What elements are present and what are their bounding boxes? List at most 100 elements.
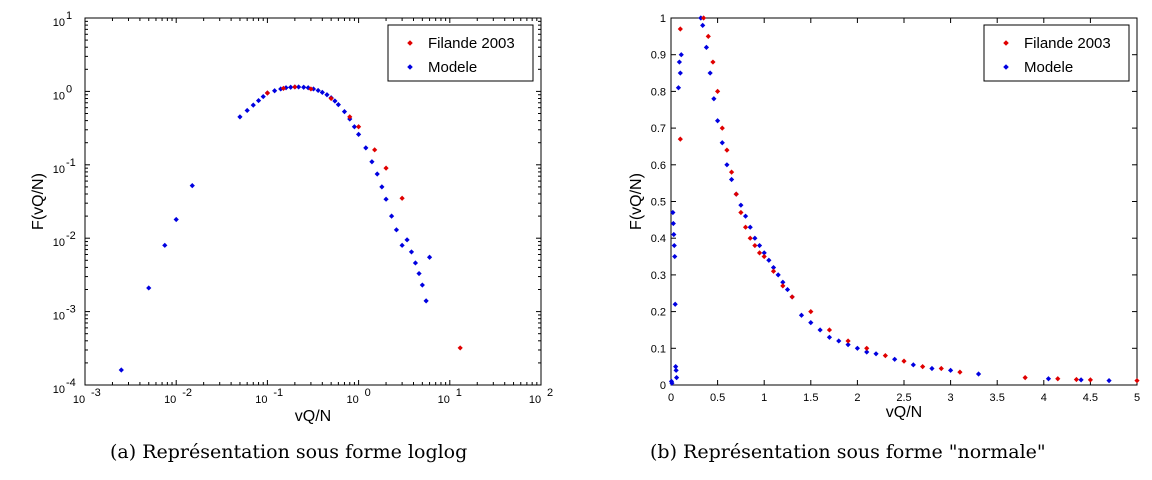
x-tick-label: 10	[438, 394, 450, 406]
point-filande	[308, 86, 314, 92]
x-tick-label: 10	[164, 394, 176, 406]
point-modele	[162, 242, 168, 248]
x-tick-label: 4.5	[1083, 392, 1098, 404]
legend-label: Filande 2003	[428, 35, 515, 52]
point-filande	[761, 253, 767, 260]
point-modele	[356, 131, 362, 137]
point-modele	[670, 220, 676, 227]
point-filande	[677, 136, 683, 142]
x-tick-label: 1.5	[803, 392, 818, 404]
point-modele	[1106, 377, 1112, 384]
point-filande	[780, 283, 786, 289]
point-modele	[173, 216, 179, 223]
point-modele	[975, 371, 982, 377]
point-filande	[770, 268, 777, 274]
point-filande	[280, 85, 287, 91]
point-filande	[715, 88, 721, 94]
y-tick-label: 0.9	[651, 50, 666, 62]
point-modele	[332, 98, 338, 104]
caption-b: (b) Représentation sous forme "normale"	[650, 441, 1046, 463]
point-filande	[677, 26, 683, 32]
point-filande	[826, 327, 833, 333]
point-filande	[1134, 377, 1140, 384]
y-tick-label: 10	[53, 17, 65, 29]
point-filande	[383, 165, 389, 171]
point-modele	[798, 312, 805, 318]
x-tick-label: 1	[761, 392, 767, 404]
point-modele	[399, 242, 405, 248]
point-filande	[808, 309, 814, 315]
point-filande	[1073, 376, 1080, 383]
point-modele	[808, 320, 814, 326]
point-modele	[728, 176, 735, 183]
y-tick-exponent: -2	[66, 230, 76, 242]
point-modele	[1045, 376, 1052, 382]
point-modele	[426, 254, 433, 260]
x-tick-label: 3	[948, 392, 954, 404]
x-tick-label: 10	[529, 394, 541, 406]
point-filande	[710, 59, 716, 65]
point-modele	[775, 272, 781, 278]
point-modele	[817, 327, 823, 333]
point-modele	[315, 87, 321, 94]
legend-box	[387, 24, 534, 82]
point-modele	[948, 367, 954, 373]
legend-label: Modele	[1024, 59, 1073, 76]
point-modele	[703, 44, 710, 50]
x-tick-label: 2.5	[896, 392, 911, 404]
point-modele	[766, 257, 772, 263]
point-modele	[393, 227, 400, 233]
point-modele	[672, 253, 678, 260]
point-modele	[412, 260, 419, 266]
point-filande	[901, 358, 907, 364]
point-modele	[845, 342, 851, 348]
x-tick-exponent: 0	[365, 387, 371, 399]
point-modele	[711, 96, 717, 102]
point-filande	[752, 242, 758, 249]
point-modele	[324, 92, 330, 98]
point-filande	[705, 33, 711, 39]
point-modele	[260, 93, 266, 100]
x-tick-label: 0	[668, 392, 674, 404]
point-modele	[910, 362, 916, 368]
legend-label: Filande 2003	[1024, 35, 1111, 52]
y-tick-exponent: -3	[66, 304, 76, 316]
x-tick-label: 3.5	[990, 392, 1005, 404]
y-tick-exponent: 1	[66, 10, 72, 22]
point-modele	[738, 202, 744, 208]
point-filande	[1055, 376, 1061, 382]
point-modele	[677, 70, 683, 76]
point-modele	[747, 224, 753, 230]
point-filande	[845, 338, 851, 344]
point-modele	[836, 338, 842, 344]
x-tick-label: 10	[73, 394, 85, 406]
point-filande	[938, 365, 944, 372]
y-tick-label: 1	[660, 13, 666, 25]
point-modele	[1078, 377, 1084, 383]
x-tick-label: 5	[1134, 392, 1140, 404]
point-modele	[416, 270, 422, 277]
point-modele	[854, 345, 860, 351]
point-modele	[784, 286, 791, 293]
y-tick-label: 10	[53, 237, 65, 249]
point-filande	[789, 294, 795, 300]
y-axis-label: F(vQ/N)	[628, 173, 645, 230]
x-tick-exponent: 1	[456, 387, 462, 399]
point-modele	[669, 380, 675, 386]
legend-box	[983, 24, 1130, 82]
point-modele	[379, 184, 385, 190]
point-filande	[738, 209, 744, 216]
point-modele	[892, 356, 898, 362]
y-tick-label: 0.8	[651, 86, 666, 98]
point-filande	[882, 353, 888, 359]
y-tick-exponent: -4	[66, 377, 76, 389]
point-modele	[673, 375, 680, 381]
y-tick-exponent: -1	[66, 157, 76, 169]
point-modele	[146, 285, 152, 291]
point-modele	[118, 367, 124, 373]
point-filande	[1087, 377, 1093, 383]
y-tick-label: 10	[53, 311, 65, 323]
point-modele	[388, 213, 395, 219]
point-modele	[351, 124, 358, 130]
point-modele	[700, 22, 706, 28]
